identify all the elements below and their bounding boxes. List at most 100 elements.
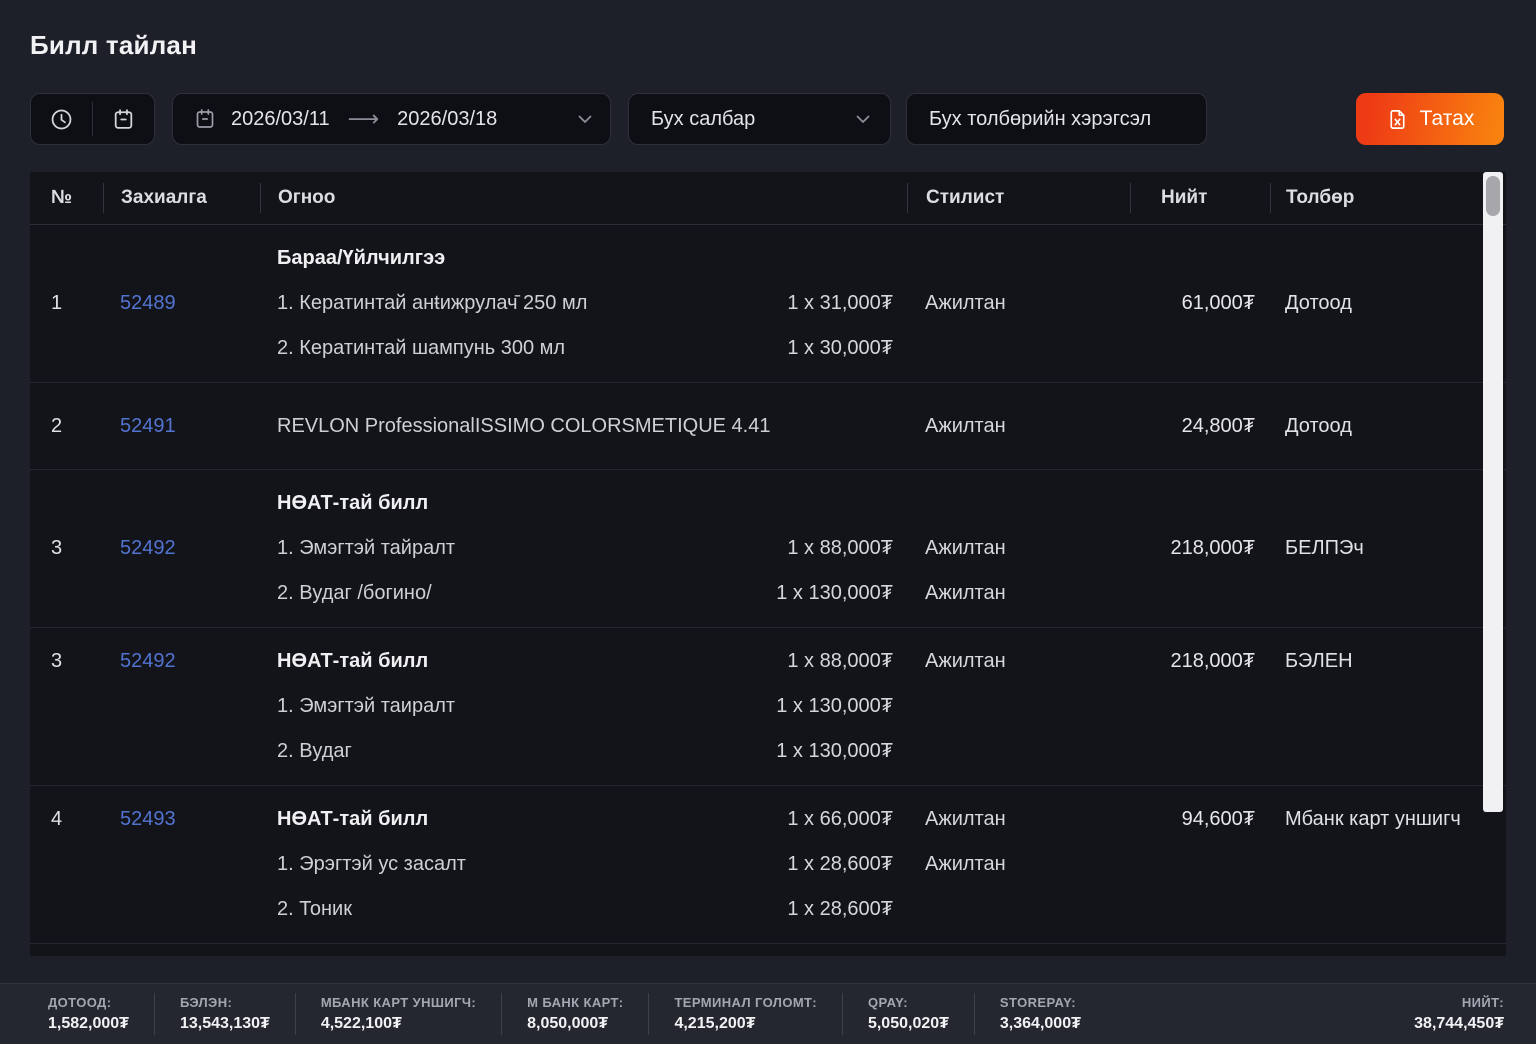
chevron-down-icon xyxy=(578,115,592,124)
payment-filter-value: Бух толбөрийн хэрэгсэл xyxy=(929,107,1152,130)
payment-method: БЕЛПЭч xyxy=(1285,537,1364,559)
totals-footer: ДОТООД: 1,582,000₮ БЭЛЭН: 13,543,130₮ МБ… xyxy=(0,983,1536,1044)
footer-label: ДОТООД: xyxy=(48,995,112,1010)
stylist: Ажилтан xyxy=(925,582,1006,604)
footer-label: ТЕРМИНАЛ ГОЛОМТ: xyxy=(674,995,817,1010)
stylist: Ажилтан xyxy=(925,292,1006,314)
branch-filter-select[interactable]: Бух салбар xyxy=(628,93,891,145)
stylist: Ажилтан xyxy=(925,414,1006,437)
item-price: 1 x 130,000₮ xyxy=(776,695,893,717)
payment-method: Дотоод xyxy=(1285,292,1352,314)
header-num: № xyxy=(51,187,73,208)
footer-label: QPAY: xyxy=(867,995,909,1010)
footer-item: БЭЛЭН: 13,543,130₮ xyxy=(180,993,296,1035)
item-price: 1 x 88,000₮ xyxy=(787,537,893,559)
footer-label: НИЙТ: xyxy=(1461,995,1504,1010)
header-order: Захиалга xyxy=(103,183,260,213)
date-end: 2026/03/18 xyxy=(397,107,498,130)
order-link[interactable]: 52492 xyxy=(120,537,176,559)
table-row: 4 52493 НӨАТ-тай билл 1 x 66,000₮ Ажилтан… xyxy=(30,786,1506,944)
clock-view-button[interactable] xyxy=(31,94,92,144)
item-price: 1 x 28,600₮ xyxy=(787,898,893,920)
header-payment: Толбөр xyxy=(1270,183,1506,213)
row-number: 1 xyxy=(51,292,63,314)
table-row: 3 52492 НӨАТ-тай билл 1 x 88,000₮ Ажилтан… xyxy=(30,628,1506,786)
stylist: Ажилтан xyxy=(925,537,1006,559)
report-table: № Захиалга Огноо Стилист Нийт Толбөр Бар… xyxy=(30,172,1506,956)
footer-item: STOREPAY: 3,364,000₮ xyxy=(1000,993,1106,1035)
item-price: 1 x 28,600₮ xyxy=(787,853,893,875)
table-header-row: № Захиалга Огноо Стилист Нийт Толбөр xyxy=(30,172,1506,225)
footer-value: 4,522,100₮ xyxy=(320,1015,402,1032)
page-title: Билл тайлан xyxy=(30,30,197,60)
bill-group-title: НӨАТ-тай билл xyxy=(277,650,429,672)
footer-value: 3,364,000₮ xyxy=(999,1015,1081,1032)
item-price: 1 x 31,000₮ xyxy=(787,292,893,314)
footer-value: 4,215,200₮ xyxy=(674,1015,756,1032)
excel-file-icon xyxy=(1386,108,1409,131)
date-start: 2026/03/11 xyxy=(231,107,330,130)
export-button-label: Татах xyxy=(1419,107,1475,130)
footer-label: М БАНК КАРТ: xyxy=(527,995,624,1010)
item-price: 1 x 130,000₮ xyxy=(776,582,893,604)
row-number: 3 xyxy=(51,537,63,559)
payment-filter-select[interactable]: Бух толбөрийн хэрэгсэл xyxy=(906,93,1207,145)
payment-method: Дотоод xyxy=(1285,414,1352,437)
calendar-view-button[interactable] xyxy=(93,94,154,144)
item-price: 1 x 130,000₮ xyxy=(776,740,893,762)
header-stylist: Стилист xyxy=(907,183,1130,213)
payment-method: БЭЛЕН xyxy=(1285,650,1353,672)
item-price: 1 x 66,000₮ xyxy=(787,808,893,830)
order-link[interactable]: 52489 xyxy=(120,292,176,314)
clock-icon xyxy=(49,107,74,132)
item-name: 1. Эмэгтэй тайралт xyxy=(277,537,456,559)
row-total: 218,000₮ xyxy=(1170,650,1255,672)
footer-item: М БАНК КАРТ: 8,050,000₮ xyxy=(527,993,650,1035)
stylist: Ажилтан xyxy=(925,650,1006,672)
payment-method: Мбанк карт уншигч xyxy=(1285,808,1461,830)
item-name: 2. Вудаг xyxy=(277,740,352,762)
footer-value: 38,744,450₮ xyxy=(1414,1015,1504,1032)
footer-grand-total: НИЙТ: 38,744,450₮ xyxy=(1414,993,1504,1035)
view-toggle xyxy=(30,93,155,145)
order-link[interactable]: 52493 xyxy=(120,808,176,830)
branch-filter-value: Бух салбар xyxy=(651,107,756,130)
item-name: REVLON ProfessionalISSIMO COLORSMETIQUE … xyxy=(277,414,771,437)
export-button[interactable]: Татах xyxy=(1356,93,1504,145)
calendar-icon xyxy=(193,107,217,131)
footer-value: 8,050,000₮ xyxy=(527,1015,609,1032)
arrow-right-icon: ⟶ xyxy=(347,106,380,131)
order-link[interactable]: 52492 xyxy=(120,650,176,672)
item-name: 2. Вудаг /богино/ xyxy=(277,582,432,604)
footer-label: БЭЛЭН: xyxy=(179,995,233,1010)
table-row: Бараа/Үйлчилгээ 1 52489 1. Кератинтай ан… xyxy=(30,225,1506,383)
bill-group-title: Бараа/Үйлчилгээ xyxy=(277,247,446,269)
footer-item: QPAY: 5,050,020₮ xyxy=(868,993,975,1035)
spacer xyxy=(1207,93,1356,145)
stylist: Ажилтан xyxy=(925,808,1006,830)
scrollbar-thumb[interactable] xyxy=(1486,176,1500,216)
footer-value: 5,050,020₮ xyxy=(867,1015,949,1032)
header-total: Нийт xyxy=(1130,183,1270,213)
row-number: 3 xyxy=(51,650,63,672)
item-name: 2. Тоник xyxy=(277,898,352,920)
stylist: Ажилтан xyxy=(925,853,1006,875)
order-link[interactable]: 52491 xyxy=(120,414,176,437)
bill-group-title: НӨАТ-тай билл xyxy=(277,492,429,514)
item-name: 1. Эмэгтэй таиралт xyxy=(277,695,456,717)
row-total: 61,000₮ xyxy=(1181,292,1255,314)
footer-label: STOREPAY: xyxy=(999,995,1076,1010)
bill-group-title: НӨАТ-тай билл xyxy=(277,808,429,830)
table-row: 2 52491 REVLON ProfessionalISSIMO COLORS… xyxy=(30,383,1506,470)
item-name: 1. Кератинтай анŧижрулач̄ 250 мл xyxy=(277,292,588,314)
footer-value: 1,582,000₮ xyxy=(48,1015,129,1032)
footer-item: ДОТООД: 1,582,000₮ xyxy=(48,993,155,1035)
scrollbar-track[interactable] xyxy=(1483,172,1503,812)
row-number: 2 xyxy=(51,414,63,437)
date-range-picker[interactable]: 2026/03/11 ⟶ 2026/03/18 xyxy=(172,93,611,145)
footer-label: МБАНК КАРТ УНШИГЧ: xyxy=(320,995,477,1010)
footer-value: 13,543,130₮ xyxy=(179,1015,270,1032)
row-number: 4 xyxy=(51,808,63,830)
calendar-icon xyxy=(111,107,136,132)
footer-item: ТЕРМИНАЛ ГОЛОМТ: 4,215,200₮ xyxy=(674,993,843,1035)
